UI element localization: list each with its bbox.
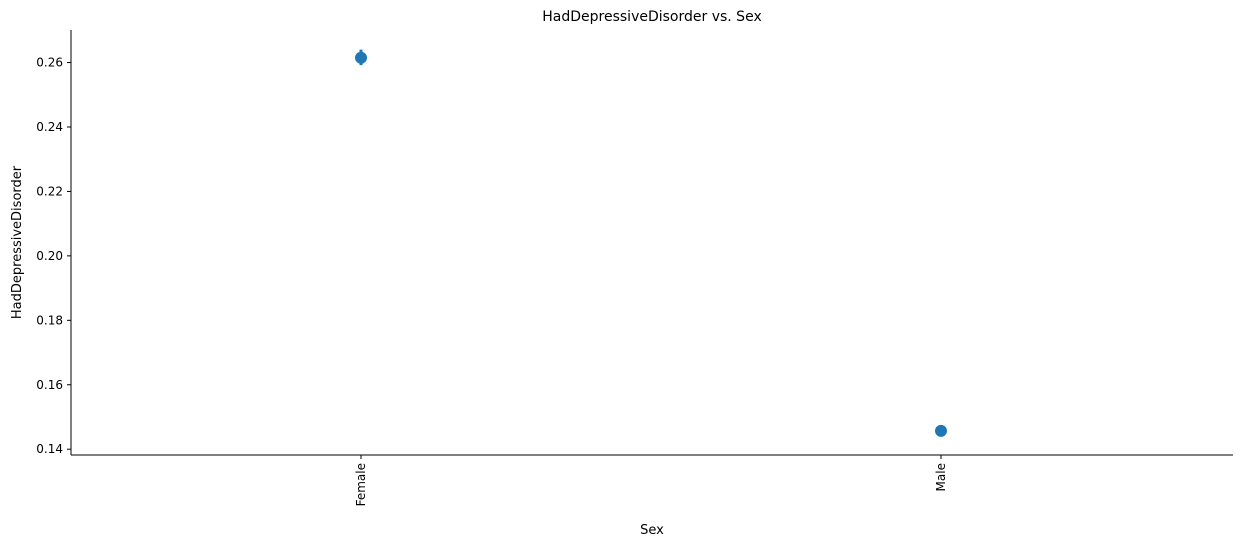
y-tick-label: 0.20 [36,249,63,263]
data-point [935,424,947,437]
x-tick-label-male: Male [934,463,948,491]
x-axis-label: Sex [640,523,664,538]
data-points [355,49,947,437]
y-tick-label: 0.18 [36,313,63,327]
y-axis-label: HadDepressiveDisorder [10,165,25,319]
y-axis: 0.14 0.16 0.18 0.20 0.22 0.24 0.26 [36,30,72,456]
x-tick-label-female: Female [354,463,368,506]
y-tick-label: 0.16 [36,378,63,392]
point-group-female [355,49,367,66]
chart-title: HadDepressiveDisorder vs. Sex [542,9,761,25]
x-axis: Female Male [71,454,1233,506]
y-tick-label: 0.26 [36,56,63,70]
point-group-male [935,424,947,437]
y-tick-label: 0.24 [36,120,63,134]
y-tick-label: 0.22 [36,184,63,198]
data-point [355,51,367,64]
y-tick-label: 0.14 [36,442,63,456]
